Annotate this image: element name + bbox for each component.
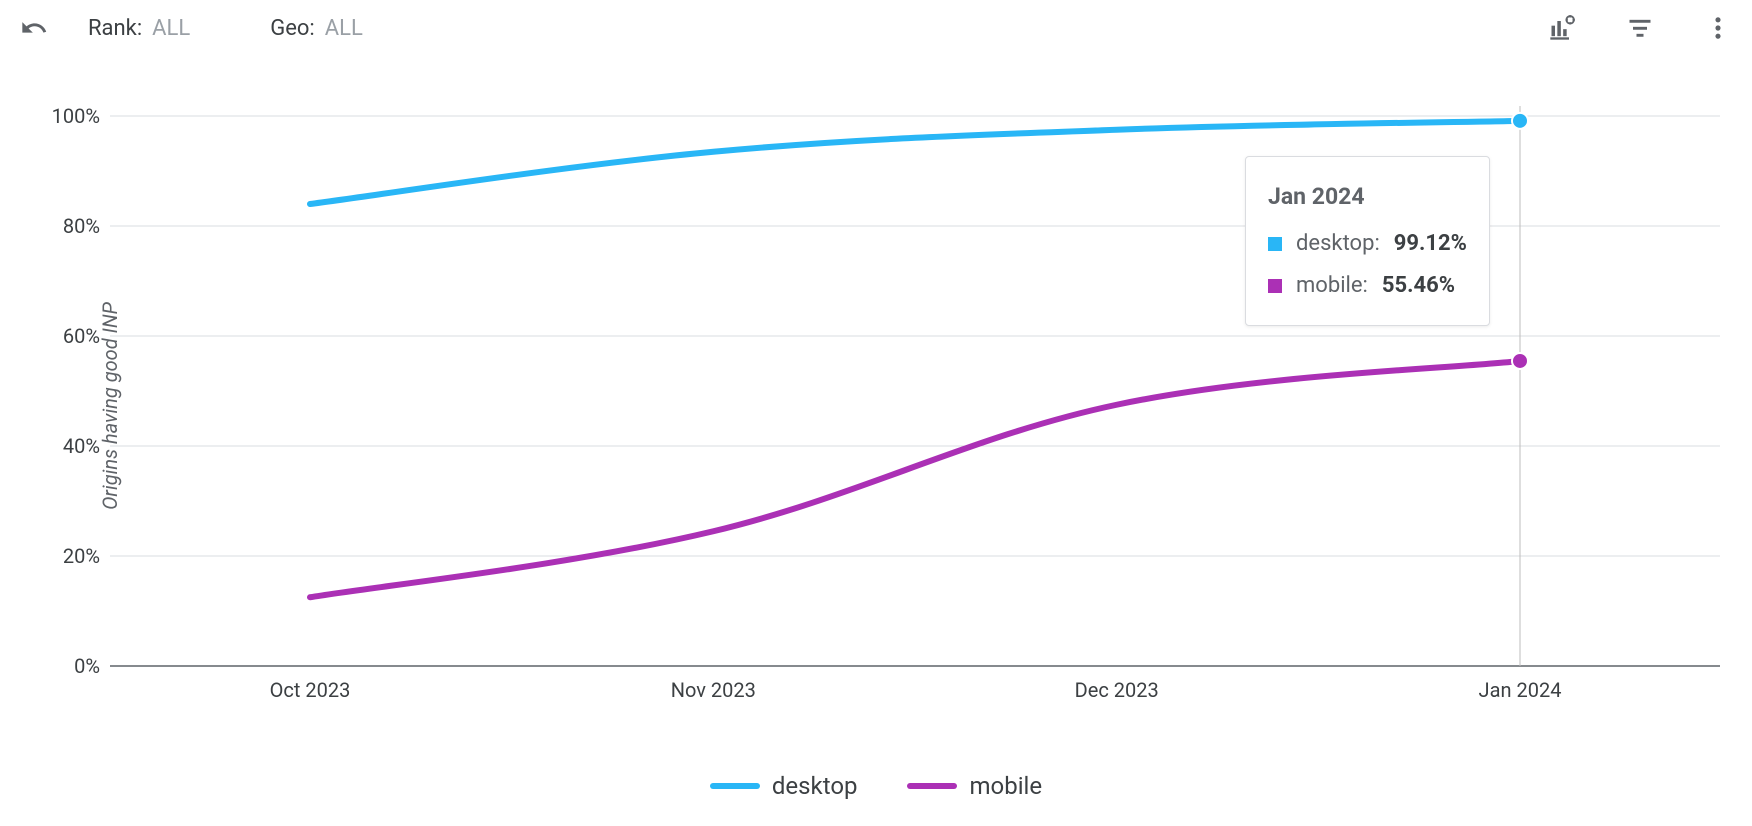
legend-label: mobile — [969, 772, 1042, 800]
legend: desktop mobile — [0, 756, 1752, 816]
x-tick-label: Dec 2023 — [1075, 678, 1159, 702]
geo-filter-label: Geo: — [270, 16, 315, 41]
rank-filter[interactable]: Rank: ALL — [88, 16, 190, 41]
y-tick-label: 100% — [40, 104, 100, 128]
hover-tooltip: Jan 2024 desktop: 99.12%mobile: 55.46% — [1245, 156, 1490, 325]
legend-item-desktop[interactable]: desktop — [710, 772, 858, 800]
tooltip-swatch — [1268, 237, 1282, 251]
tooltip-title: Jan 2024 — [1268, 175, 1467, 219]
more-icon[interactable] — [1704, 14, 1732, 42]
tooltip-series-label: desktop: — [1296, 223, 1380, 265]
x-tick-label: Jan 2024 — [1479, 678, 1562, 702]
tooltip-value: 99.12% — [1394, 223, 1467, 265]
tooltip-series-label: mobile: — [1296, 265, 1368, 307]
hover-marker-mobile — [1512, 353, 1528, 369]
x-tick-label: Oct 2023 — [270, 678, 351, 702]
geo-filter-value: ALL — [325, 16, 363, 41]
tooltip-swatch — [1268, 279, 1282, 293]
filter-icon[interactable] — [1626, 14, 1654, 42]
chart-container: Origins having good INP 0%20%40%60%80%10… — [0, 56, 1752, 756]
y-tick-label: 0% — [40, 654, 100, 678]
legend-swatch — [710, 783, 760, 789]
legend-label: desktop — [772, 772, 858, 800]
x-tick-label: Nov 2023 — [671, 678, 756, 702]
tooltip-row: mobile: 55.46% — [1268, 265, 1467, 307]
hover-marker-desktop — [1512, 113, 1528, 129]
rank-filter-value: ALL — [152, 16, 190, 41]
y-tick-label: 20% — [40, 544, 100, 568]
chart-settings-icon[interactable] — [1548, 14, 1576, 42]
y-tick-label: 60% — [40, 324, 100, 348]
undo-icon[interactable] — [20, 14, 48, 42]
y-tick-label: 40% — [40, 434, 100, 458]
tooltip-row: desktop: 99.12% — [1268, 223, 1467, 265]
toolbar: Rank: ALL Geo: ALL — [0, 0, 1752, 56]
legend-swatch — [907, 783, 957, 789]
geo-filter[interactable]: Geo: ALL — [270, 16, 363, 41]
tooltip-value: 55.46% — [1382, 265, 1455, 307]
y-tick-label: 80% — [40, 214, 100, 238]
rank-filter-label: Rank: — [88, 16, 142, 41]
legend-item-mobile[interactable]: mobile — [907, 772, 1042, 800]
series-line-mobile[interactable] — [310, 361, 1520, 597]
